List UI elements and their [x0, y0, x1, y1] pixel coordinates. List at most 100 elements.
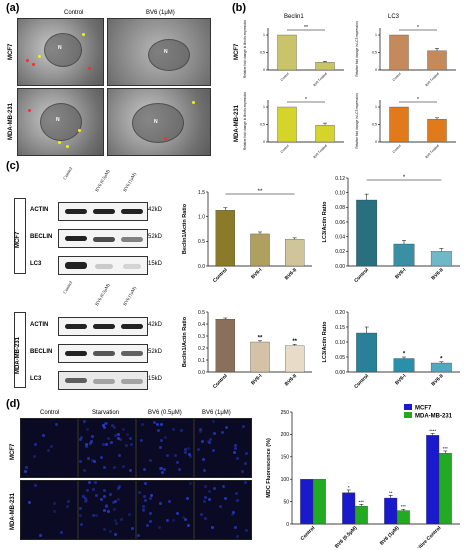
x-tick-label: BV6-I — [250, 373, 264, 387]
x-tick-label: Control — [353, 373, 370, 390]
significance-mark: *** — [443, 446, 449, 451]
fluorescent-spot — [52, 501, 56, 505]
fluorescent-spot — [143, 494, 147, 498]
bar — [250, 341, 270, 373]
x-tick-label: Control — [212, 373, 229, 390]
y-tick-label: 0 — [375, 140, 377, 144]
protein-label-actin: ACTIN — [30, 207, 49, 213]
fluorescent-spot — [118, 484, 122, 488]
lane-label-bv6-1: BV6 (1μM) — [122, 285, 137, 307]
y-tick-label: 0.02 — [335, 249, 345, 255]
fluorescent-spot — [162, 467, 166, 471]
fluorescent-spot — [212, 431, 216, 435]
fluorescent-spot — [176, 512, 180, 516]
nucleus-label: N — [58, 45, 62, 51]
fluorescent-spot — [176, 461, 180, 465]
fluorescent-spot — [102, 508, 106, 512]
bar — [284, 239, 305, 267]
fluorescent-spot — [102, 466, 106, 470]
fluorescent-spot — [107, 436, 111, 440]
fluorescent-spot — [87, 457, 91, 461]
fluorescent-spot — [110, 440, 114, 444]
fluorescent-spot — [83, 420, 87, 424]
fluorescent-spot — [128, 436, 132, 440]
significance-mark: ** — [258, 335, 263, 341]
x-tick-label: BV6-II — [430, 267, 445, 282]
d-row-header-mcf7: MCF7 — [10, 443, 16, 460]
x-tick-label: BV6-I — [250, 267, 264, 281]
fluorescent-spot — [79, 523, 83, 527]
bar — [438, 453, 452, 525]
fluor-mcf7-control — [20, 418, 78, 478]
significance-mark: **** — [429, 429, 436, 434]
fluorescent-spot — [203, 495, 207, 499]
legend-label: MCF7 — [415, 406, 432, 412]
mw-15kd: 15kD — [148, 261, 163, 267]
chart-b4: 0 0.5 1 Relative fold change in LC3 express… — [355, 93, 456, 160]
fluorescent-spot — [119, 518, 123, 522]
fluorescent-spot — [139, 438, 143, 442]
y-tick-label: 0.00 — [335, 264, 345, 270]
fluorescent-spot — [119, 437, 123, 441]
chart-b1: 0 0.5 1 Relative fold change in Beclin expr… — [243, 20, 344, 87]
fluorescent-spot — [84, 444, 88, 448]
x-tick-label: Positive Control — [411, 525, 443, 548]
legend-swatch — [404, 404, 412, 410]
fluorescent-spot — [241, 470, 245, 474]
row-header-mda: MDA-MB-231 — [8, 102, 14, 140]
y-tick-label: 0.0 — [198, 370, 205, 376]
fluorescent-spot — [23, 469, 27, 473]
nucleus-label: N — [56, 117, 60, 123]
fluorescent-spot — [225, 426, 229, 430]
fluorescent-spot — [145, 523, 149, 527]
x-tick-label: BV6-II — [430, 373, 445, 388]
significance-mark: ** — [304, 25, 308, 31]
bar — [430, 362, 452, 373]
fluorescent-spot — [100, 455, 104, 459]
significance-mark: * — [417, 97, 419, 103]
bar — [312, 479, 326, 525]
fluorescent-spot — [116, 486, 120, 490]
x-tick-label: Control — [300, 525, 317, 542]
x-tick-label: Control — [280, 72, 290, 82]
x-tick-label: BV6 Treated — [424, 144, 440, 160]
fluorescent-spot — [149, 493, 153, 497]
x-tick-label: Control — [280, 144, 290, 154]
significance-mark: ** — [292, 339, 297, 345]
bar — [356, 199, 378, 267]
fluorescent-spot — [224, 496, 228, 500]
fluorescent-spot — [113, 507, 117, 511]
mw-52kd: 52kD — [148, 234, 163, 240]
fluorescent-spot — [130, 526, 134, 530]
fluorescent-spot — [55, 423, 59, 427]
y-tick-label: 1 — [375, 33, 377, 37]
fluorescent-spot — [148, 511, 152, 515]
fluorescent-spot — [186, 497, 190, 501]
y-tick-label: 200 — [281, 432, 290, 438]
fluorescent-spot — [93, 481, 97, 484]
significance-mark: * — [348, 485, 350, 490]
fluorescent-spot — [159, 423, 163, 427]
fluorescent-spot — [93, 460, 97, 464]
fluorescent-spot — [52, 510, 56, 514]
bar — [393, 243, 415, 267]
significance-mark: * — [403, 175, 406, 181]
col-header-control: Control — [64, 10, 84, 16]
fluorescent-spot — [201, 440, 205, 444]
fluorescent-spot — [208, 440, 212, 444]
fluorescent-spot — [143, 498, 147, 502]
fluorescent-spot — [245, 529, 249, 533]
blot-beclin-mcf7 — [58, 229, 148, 248]
fluorescent-spot — [174, 453, 178, 457]
y-tick-label: 0.5 — [198, 310, 205, 316]
fluorescent-spot — [83, 497, 87, 501]
chart-c1: 0.0 0.5 1.0 1.5 Beclin1/Actin Ratio Control BV… — [182, 189, 312, 284]
fluorescent-spot — [83, 500, 87, 504]
x-tick-label: Control — [392, 72, 402, 82]
fluorescent-spot — [122, 428, 126, 432]
y-tick-label: 0.0 — [198, 264, 205, 270]
fluorescent-spot — [84, 498, 88, 502]
bar — [277, 34, 297, 71]
fluorescent-spot — [46, 449, 50, 453]
y-tick-label: 0.04 — [335, 234, 345, 240]
